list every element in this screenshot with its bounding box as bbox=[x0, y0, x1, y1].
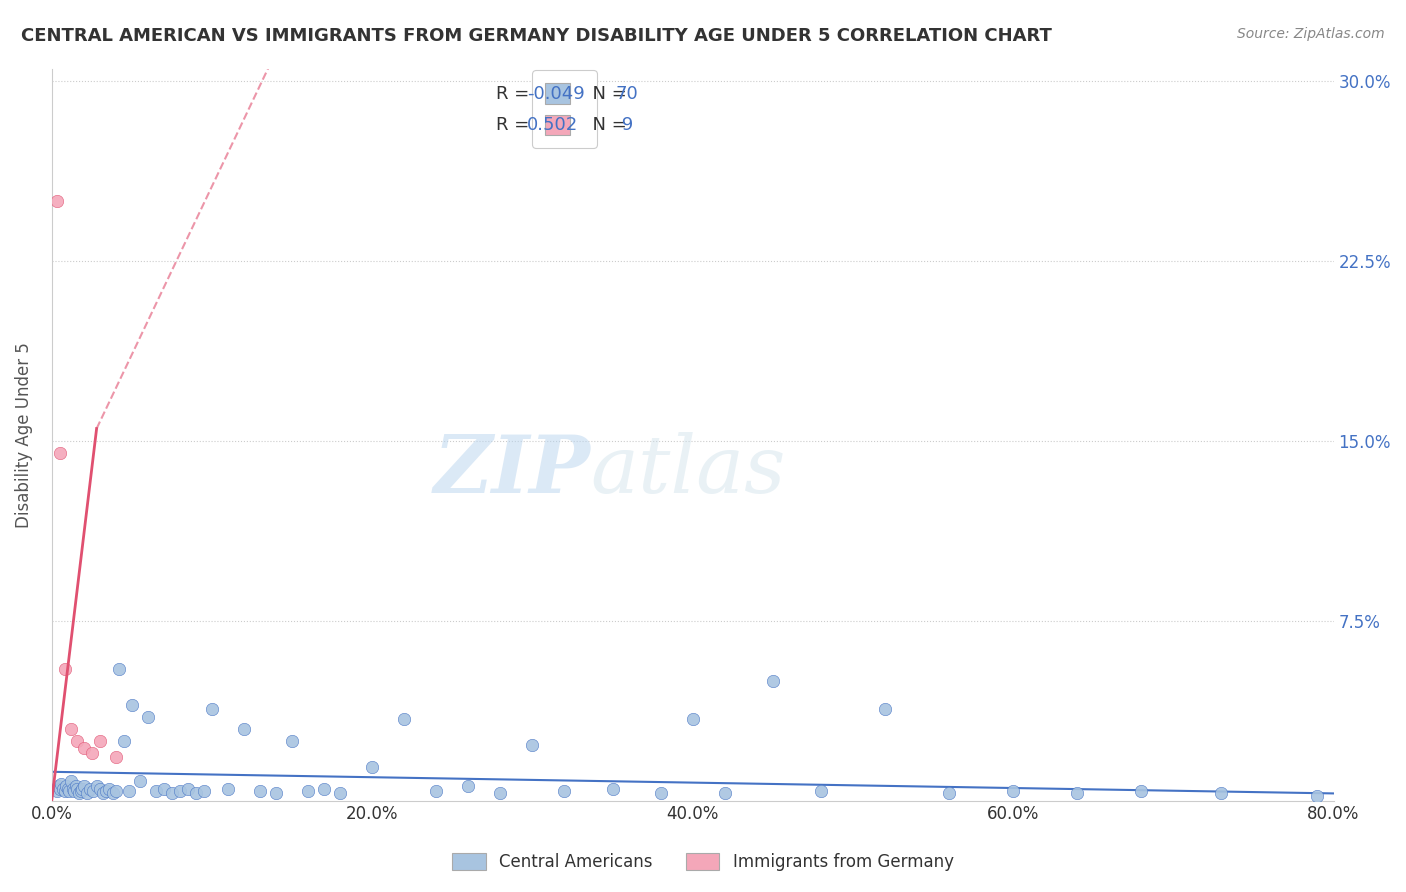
Point bbox=[281, 733, 304, 747]
Y-axis label: Disability Age Under 5: Disability Age Under 5 bbox=[15, 342, 32, 527]
Point bbox=[329, 786, 352, 800]
Point bbox=[66, 733, 89, 747]
Point bbox=[89, 733, 111, 747]
Point bbox=[53, 662, 76, 676]
Point bbox=[193, 784, 215, 798]
Point bbox=[70, 781, 93, 796]
Point bbox=[55, 779, 77, 793]
Point bbox=[489, 786, 512, 800]
Point bbox=[1211, 786, 1233, 800]
Point bbox=[49, 781, 72, 796]
Point bbox=[45, 194, 67, 208]
Point bbox=[86, 779, 108, 793]
Point bbox=[1306, 789, 1329, 803]
Point bbox=[136, 709, 159, 723]
Point bbox=[1130, 784, 1153, 798]
Point bbox=[118, 784, 141, 798]
Point bbox=[80, 746, 103, 760]
Point bbox=[297, 784, 319, 798]
Point bbox=[249, 784, 271, 798]
Point bbox=[51, 777, 73, 791]
Text: 70: 70 bbox=[616, 85, 638, 103]
Point bbox=[79, 781, 101, 796]
Point bbox=[56, 781, 79, 796]
Point bbox=[101, 786, 124, 800]
Point bbox=[67, 786, 90, 800]
Point bbox=[62, 781, 84, 796]
Point bbox=[873, 702, 896, 716]
Point bbox=[58, 784, 80, 798]
Point bbox=[112, 733, 135, 747]
Point bbox=[73, 779, 96, 793]
Point bbox=[91, 786, 114, 800]
Point bbox=[66, 781, 89, 796]
Point bbox=[63, 784, 86, 798]
Point bbox=[104, 750, 127, 764]
Point bbox=[69, 784, 91, 798]
Text: R =: R = bbox=[496, 85, 536, 103]
Point bbox=[153, 781, 176, 796]
Point bbox=[762, 673, 785, 688]
Point bbox=[160, 786, 183, 800]
Point bbox=[52, 781, 75, 796]
Point bbox=[1002, 784, 1025, 798]
Point bbox=[121, 698, 143, 712]
Text: ZIP: ZIP bbox=[433, 433, 591, 510]
Point bbox=[233, 722, 256, 736]
Point bbox=[650, 786, 672, 800]
Point bbox=[938, 786, 960, 800]
Point bbox=[457, 779, 479, 793]
Point bbox=[522, 739, 544, 753]
Text: N =: N = bbox=[581, 116, 633, 134]
Point bbox=[65, 779, 87, 793]
Point bbox=[73, 740, 96, 755]
Point bbox=[76, 786, 98, 800]
Point bbox=[314, 781, 336, 796]
Text: R =: R = bbox=[496, 116, 536, 134]
Point bbox=[810, 784, 832, 798]
Point bbox=[49, 445, 72, 459]
Point bbox=[145, 784, 167, 798]
Point bbox=[53, 784, 76, 798]
Point bbox=[82, 784, 104, 798]
Point bbox=[108, 662, 131, 676]
Point bbox=[201, 702, 224, 716]
Text: 9: 9 bbox=[616, 116, 633, 134]
Point bbox=[394, 712, 416, 726]
Point bbox=[59, 774, 82, 789]
Text: Source: ZipAtlas.com: Source: ZipAtlas.com bbox=[1237, 27, 1385, 41]
Text: -0.049: -0.049 bbox=[527, 85, 585, 103]
Text: 0.502: 0.502 bbox=[527, 116, 578, 134]
Point bbox=[96, 784, 118, 798]
Point bbox=[169, 784, 191, 798]
Point bbox=[104, 784, 127, 798]
Point bbox=[89, 781, 111, 796]
Point bbox=[682, 712, 704, 726]
Point bbox=[425, 784, 447, 798]
Point bbox=[46, 779, 69, 793]
Point bbox=[1066, 786, 1088, 800]
Point bbox=[713, 786, 735, 800]
Legend: Central Americans, Immigrants from Germany: Central Americans, Immigrants from Germa… bbox=[444, 845, 962, 880]
Point bbox=[177, 781, 200, 796]
Point bbox=[59, 722, 82, 736]
Text: CENTRAL AMERICAN VS IMMIGRANTS FROM GERMANY DISABILITY AGE UNDER 5 CORRELATION C: CENTRAL AMERICAN VS IMMIGRANTS FROM GERM… bbox=[21, 27, 1052, 45]
Text: N =: N = bbox=[581, 85, 633, 103]
Point bbox=[553, 784, 575, 798]
Legend: , : , bbox=[531, 70, 598, 148]
Text: atlas: atlas bbox=[591, 433, 786, 510]
Point bbox=[361, 760, 384, 774]
Point bbox=[45, 784, 67, 798]
Point bbox=[128, 774, 150, 789]
Point bbox=[184, 786, 207, 800]
Point bbox=[217, 781, 239, 796]
Point bbox=[264, 786, 287, 800]
Point bbox=[602, 781, 624, 796]
Point bbox=[98, 781, 121, 796]
